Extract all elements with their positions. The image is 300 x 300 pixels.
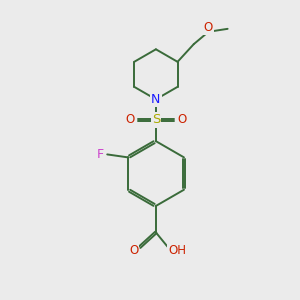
Text: O: O: [177, 113, 186, 127]
Text: O: O: [126, 113, 135, 127]
Text: F: F: [97, 148, 104, 161]
Text: S: S: [152, 113, 160, 127]
Text: OH: OH: [168, 244, 186, 257]
Text: O: O: [204, 21, 213, 34]
Text: N: N: [151, 93, 160, 106]
Text: O: O: [129, 244, 138, 256]
